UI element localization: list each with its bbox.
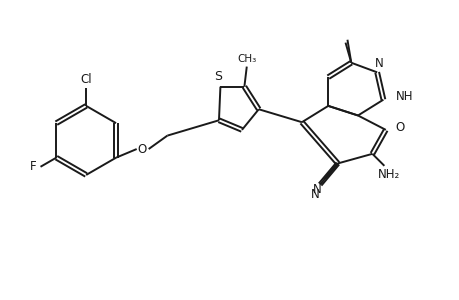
Text: Cl: Cl xyxy=(80,73,92,86)
Text: N: N xyxy=(310,188,319,201)
Text: O: O xyxy=(395,121,404,134)
Text: O: O xyxy=(138,142,147,155)
Text: N: N xyxy=(312,183,321,196)
Text: CH₃: CH₃ xyxy=(237,54,256,64)
Text: N: N xyxy=(375,57,383,70)
Text: F: F xyxy=(29,160,36,173)
Text: NH₂: NH₂ xyxy=(377,168,399,181)
Text: S: S xyxy=(214,70,222,83)
Text: NH: NH xyxy=(395,90,413,103)
